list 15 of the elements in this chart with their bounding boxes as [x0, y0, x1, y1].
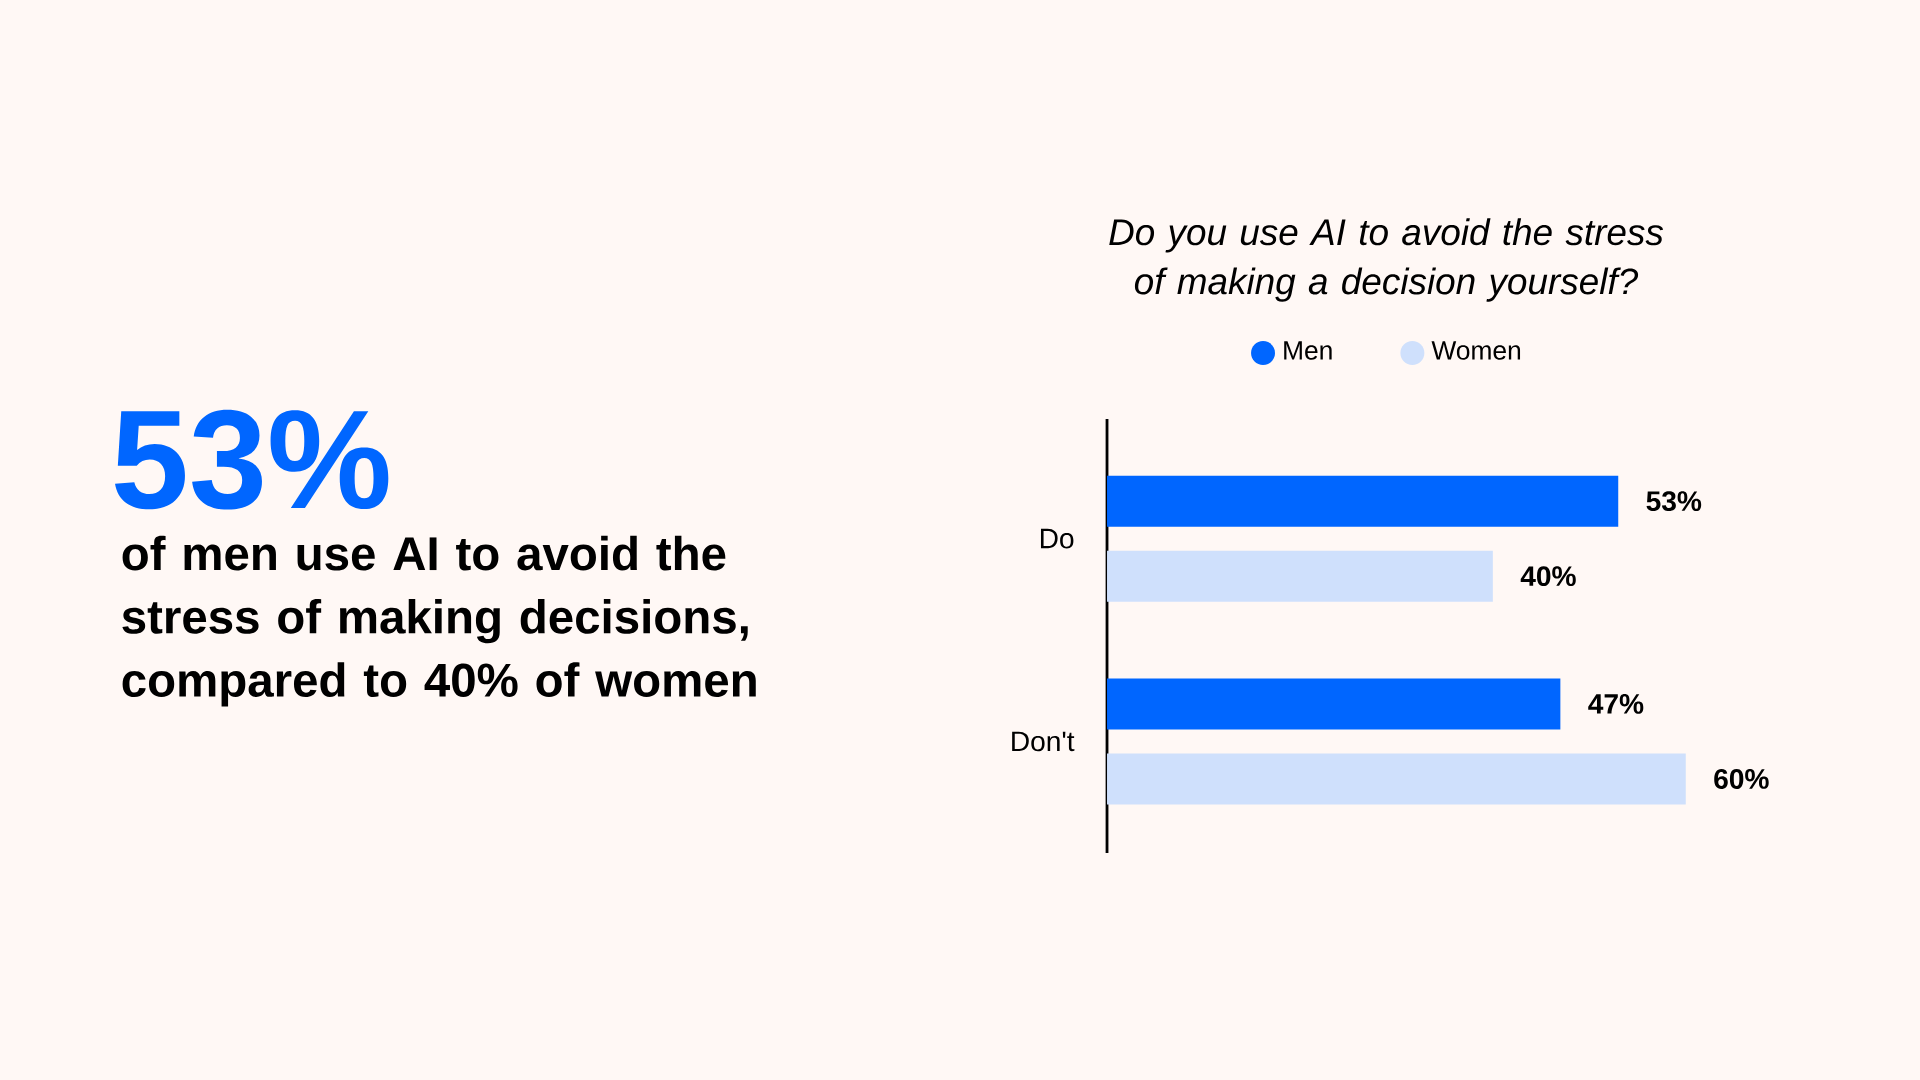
data-label: 47%	[1588, 694, 1644, 714]
bar	[1107, 753, 1686, 805]
y-tick-label: Don't	[1012, 731, 1075, 752]
data-label: 40%	[1520, 566, 1576, 587]
data-label: 53%	[1646, 491, 1702, 512]
y-tick-label: Do	[1040, 528, 1074, 549]
legend-label: Women	[1431, 341, 1521, 360]
legend-label: Men	[1284, 341, 1332, 360]
bar	[1107, 678, 1561, 730]
chart-title: Do you use AI to avoid the stress of making a decision yourself?	[1109, 218, 1664, 302]
text: of men use AI to avoid the stress of making decisions, compared to 40% of women	[122, 535, 756, 707]
bar	[1107, 475, 1619, 527]
bar	[1107, 550, 1493, 602]
data-label: 60%	[1714, 769, 1769, 789]
text: 53%	[115, 409, 389, 510]
